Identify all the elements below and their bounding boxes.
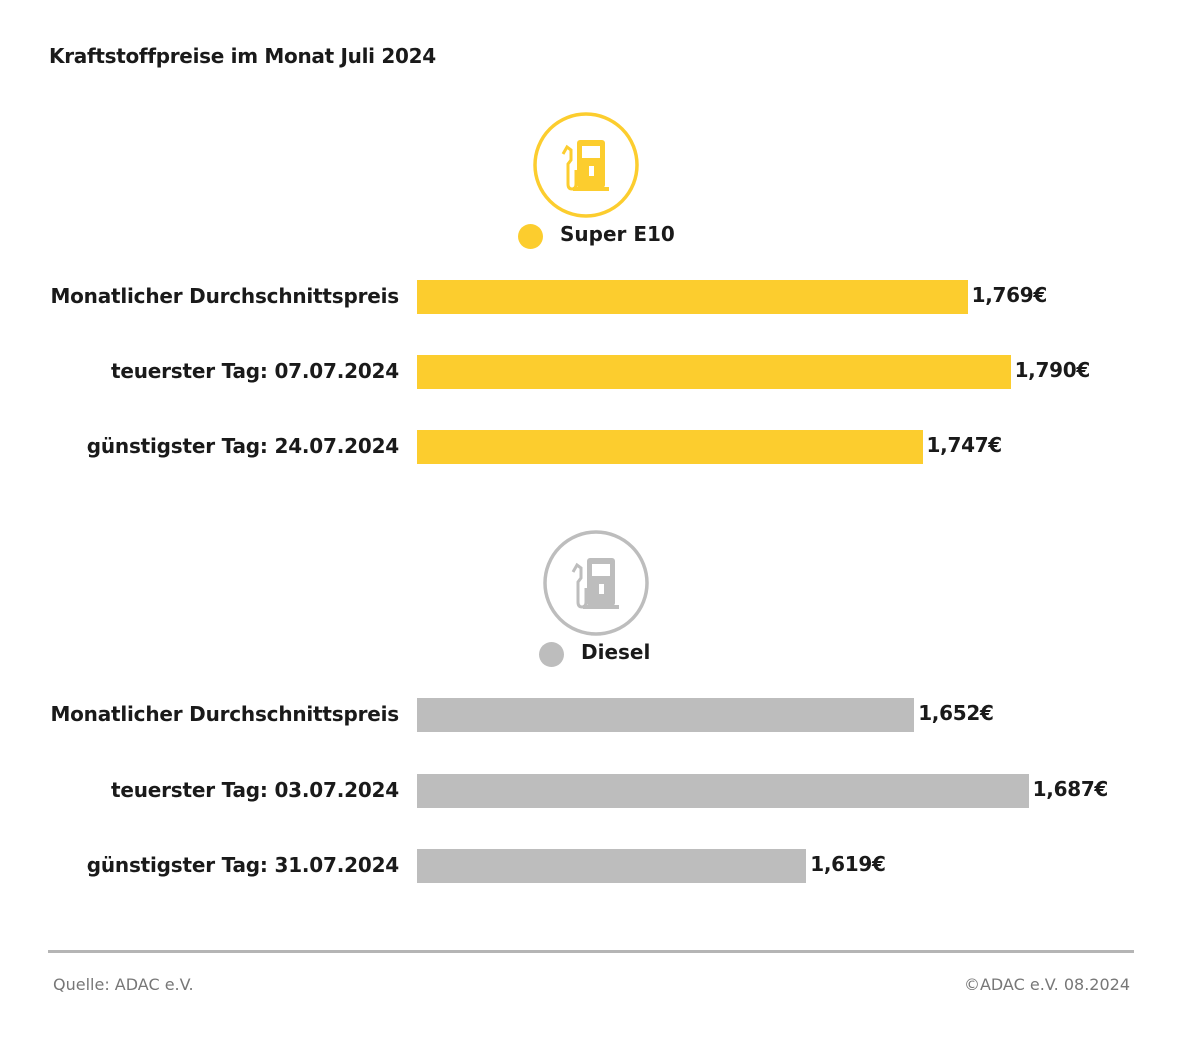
category-label: teuerster Tag: 03.07.2024 bbox=[110, 778, 399, 802]
legend-label: Super E10 bbox=[560, 222, 675, 246]
category-label: Monatlicher Durchschnittspreis bbox=[50, 284, 399, 308]
source-note: Quelle: ADAC e.V. bbox=[53, 975, 194, 994]
data-label: 1,619€ bbox=[810, 852, 886, 876]
category-label: günstigster Tag: 24.07.2024 bbox=[86, 434, 399, 458]
data-label: 1,769€ bbox=[971, 283, 1048, 307]
bar bbox=[417, 849, 807, 883]
category-label: günstigster Tag: 31.07.2024 bbox=[86, 853, 399, 877]
category-label: teuerster Tag: 07.07.2024 bbox=[110, 359, 399, 383]
data-label: 1,790€ bbox=[1014, 358, 1091, 382]
fuel-pump-icon bbox=[543, 530, 649, 636]
bar bbox=[417, 774, 1029, 808]
bar bbox=[417, 430, 923, 464]
legend-marker bbox=[539, 642, 564, 667]
copyright-note: ©ADAC e.V. 08.2024 bbox=[963, 975, 1130, 994]
data-label: 1,747€ bbox=[926, 433, 1003, 457]
bar bbox=[417, 355, 1011, 389]
bar bbox=[417, 698, 915, 732]
footer-divider bbox=[48, 950, 1134, 953]
fuel-pump-icon bbox=[533, 112, 639, 218]
chart-title: Kraftstoffpreise im Monat Juli 2024 bbox=[49, 44, 436, 68]
bar bbox=[417, 280, 968, 314]
data-label: 1,652€ bbox=[918, 701, 994, 725]
legend-label: Diesel bbox=[581, 640, 651, 664]
category-label: Monatlicher Durchschnittspreis bbox=[50, 702, 399, 726]
data-label: 1,687€ bbox=[1032, 777, 1109, 801]
legend-marker bbox=[518, 224, 543, 249]
